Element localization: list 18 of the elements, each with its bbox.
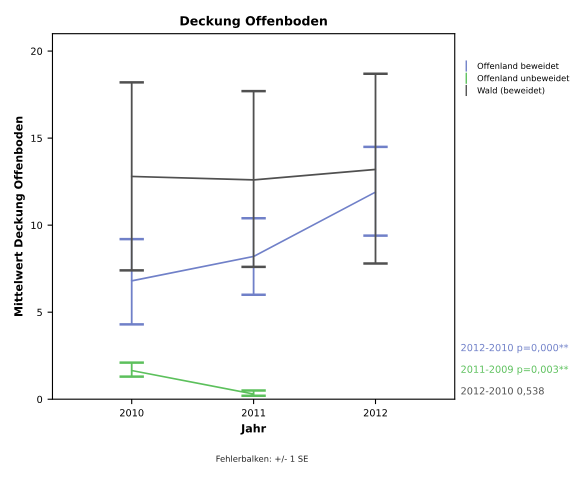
legend-label: Offenland unbeweidet <box>478 74 570 82</box>
y-tick-label: 20 <box>31 48 42 55</box>
legend-label: Wald (beweidet) <box>477 87 544 94</box>
y-axis-title: Mittelwert Deckung Offenboden <box>14 116 25 316</box>
text: Fehlerbalken: +/- 1 SE <box>216 455 308 463</box>
x-tick-label: 2010 <box>120 409 144 416</box>
y-tick-label: 10 <box>31 222 42 229</box>
text: 2012-2010 0,538 <box>461 387 544 396</box>
y-tick-label: 15 <box>31 134 42 142</box>
legend-label: Offenland beweidet <box>478 62 559 70</box>
y-tick-label: 5 <box>37 308 42 316</box>
x-axis-title: Jahr <box>240 424 266 435</box>
chart-title: Deckung Offenboden <box>180 16 327 28</box>
y-tick-label: 0 <box>37 396 42 404</box>
text: 2011-2009 p=0,003** <box>461 366 568 375</box>
x-tick-label: 2011 <box>242 409 266 416</box>
text: 2012-2010 p=0,000** <box>461 344 568 354</box>
x-tick-label: 2012 <box>364 409 387 416</box>
